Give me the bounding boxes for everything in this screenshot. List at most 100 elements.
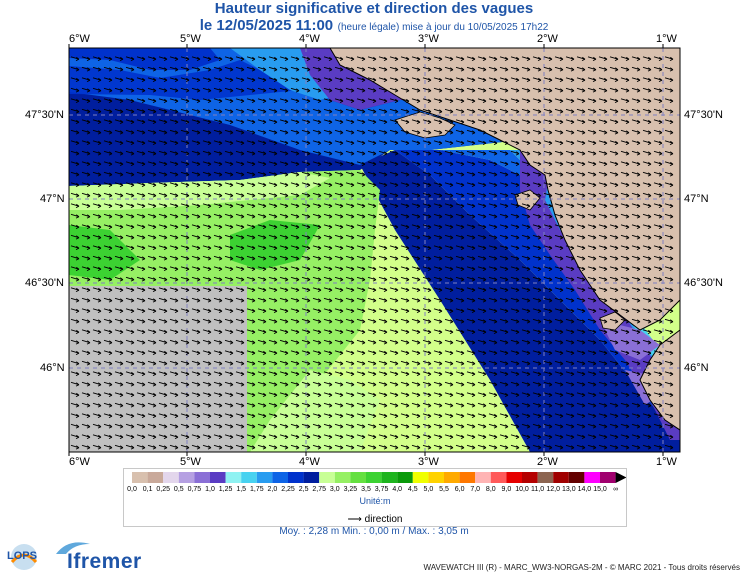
direction-arrow <box>367 287 377 293</box>
direction-arrow <box>653 402 663 408</box>
direction-arrow <box>81 245 91 251</box>
direction-arrow <box>400 56 410 62</box>
direction-arrow <box>521 98 531 104</box>
direction-arrow <box>620 98 630 104</box>
direction-arrow <box>191 276 201 282</box>
direction-arrow <box>433 129 443 135</box>
direction-arrow <box>400 171 410 177</box>
direction-arrow <box>378 161 388 167</box>
direction-arrow <box>202 56 212 62</box>
direction-arrow <box>70 308 80 314</box>
direction-arrow <box>587 329 597 335</box>
direction-arrow <box>345 350 355 356</box>
direction-arrow <box>389 318 399 324</box>
direction-arrow <box>213 140 223 146</box>
direction-arrow <box>653 318 663 324</box>
direction-arrow <box>664 129 674 135</box>
direction-arrow <box>620 182 630 188</box>
direction-arrow <box>378 203 388 209</box>
direction-arrow <box>510 203 520 209</box>
direction-arrow <box>466 77 476 83</box>
direction-arrow <box>642 297 652 303</box>
direction-arrow <box>576 56 586 62</box>
direction-arrow <box>202 329 212 335</box>
direction-arrow <box>378 287 388 293</box>
direction-arrow <box>400 161 410 167</box>
direction-arrow <box>191 329 201 335</box>
direction-arrow <box>554 98 564 104</box>
direction-arrow <box>620 234 630 240</box>
direction-arrow <box>532 287 542 293</box>
direction-arrow <box>521 329 531 335</box>
direction-arrow <box>653 192 663 198</box>
direction-arrow <box>180 318 190 324</box>
direction-arrow <box>609 318 619 324</box>
direction-arrow <box>532 318 542 324</box>
direction-arrow <box>631 339 641 345</box>
direction-arrow <box>334 350 344 356</box>
direction-arrow <box>169 297 179 303</box>
direction-arrow <box>290 434 300 440</box>
direction-arrow <box>444 423 454 429</box>
direction-arrow <box>609 350 619 356</box>
direction-arrow <box>422 423 432 429</box>
direction-arrow <box>664 287 674 293</box>
direction-arrow <box>664 392 674 398</box>
direction-arrow <box>345 56 355 62</box>
direction-arrow <box>477 413 487 419</box>
direction-arrow <box>598 161 608 167</box>
direction-arrow <box>609 423 619 429</box>
direction-arrow <box>466 371 476 377</box>
direction-arrow <box>202 213 212 219</box>
direction-arrow <box>136 287 146 293</box>
direction-arrow <box>389 192 399 198</box>
direction-arrow <box>488 402 498 408</box>
direction-arrow <box>202 87 212 93</box>
direction-arrow <box>279 360 289 366</box>
direction-arrow <box>356 276 366 282</box>
direction-arrow <box>433 255 443 261</box>
direction-arrow <box>103 402 113 408</box>
direction-arrow <box>642 87 652 93</box>
direction-arrow <box>147 371 157 377</box>
direction-arrow <box>103 392 113 398</box>
direction-arrow <box>488 234 498 240</box>
direction-arrow <box>356 234 366 240</box>
direction-arrow <box>114 329 124 335</box>
direction-arrow <box>400 360 410 366</box>
direction-arrow <box>180 413 190 419</box>
direction-arrow <box>433 56 443 62</box>
direction-arrow <box>279 66 289 72</box>
direction-arrow <box>125 129 135 135</box>
direction-arrow <box>312 308 322 314</box>
direction-arrow <box>466 255 476 261</box>
direction-arrow <box>224 402 234 408</box>
direction-arrow <box>499 224 509 230</box>
direction-arrow <box>70 129 80 135</box>
direction-arrow <box>587 108 597 114</box>
direction-arrow <box>323 360 333 366</box>
direction-arrow <box>499 77 509 83</box>
direction-arrow <box>301 224 311 230</box>
direction-arrow <box>103 434 113 440</box>
direction-arrow <box>169 56 179 62</box>
direction-arrow <box>488 287 498 293</box>
direction-arrow <box>455 161 465 167</box>
direction-arrow <box>323 308 333 314</box>
direction-arrow <box>411 161 421 167</box>
direction-arrow <box>356 297 366 303</box>
direction-arrow <box>598 119 608 125</box>
direction-arrow <box>169 423 179 429</box>
direction-arrow <box>565 56 575 62</box>
direction-arrow <box>257 66 267 72</box>
direction-arrow <box>246 339 256 345</box>
direction-arrow <box>389 392 399 398</box>
direction-arrow <box>389 287 399 293</box>
direction-arrow <box>92 444 102 450</box>
direction-arrow <box>367 140 377 146</box>
direction-arrow <box>323 87 333 93</box>
direction-arrow <box>532 56 542 62</box>
direction-arrow <box>92 413 102 419</box>
direction-arrow <box>81 161 91 167</box>
direction-arrow <box>433 87 443 93</box>
